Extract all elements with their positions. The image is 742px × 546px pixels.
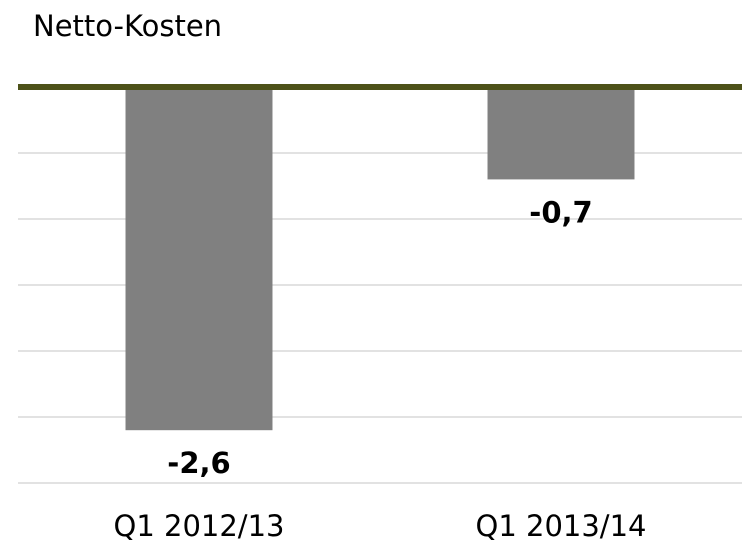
x-tick-label: Q1 2013/14 bbox=[476, 509, 647, 543]
x-tick-label: Q1 2012/13 bbox=[114, 509, 285, 543]
data-label: -2,6 bbox=[167, 446, 230, 480]
bar bbox=[125, 87, 273, 431]
chart-title: Netto-Kosten bbox=[33, 9, 222, 43]
data-label: -0,7 bbox=[529, 195, 592, 229]
bar bbox=[487, 87, 635, 180]
